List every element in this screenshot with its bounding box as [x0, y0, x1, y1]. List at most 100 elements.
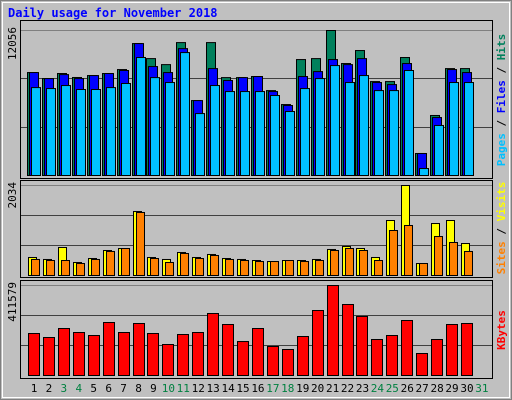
bar	[58, 328, 70, 377]
bar	[133, 323, 145, 377]
bar	[136, 57, 146, 176]
bar	[61, 85, 71, 176]
x-tick-label: 1	[31, 382, 38, 395]
x-tick-label: 11	[177, 382, 190, 395]
legend-entry: Hits	[495, 34, 508, 61]
bar	[330, 65, 340, 176]
bar	[165, 82, 175, 176]
x-tick-label: 16	[251, 382, 264, 395]
x-tick-label: 29	[445, 382, 458, 395]
bar	[371, 339, 383, 376]
x-tick-label: 10	[162, 382, 175, 395]
bar	[136, 211, 145, 276]
bar	[46, 88, 56, 176]
bar	[121, 248, 130, 276]
x-tick-label: 27	[416, 382, 429, 395]
bar	[285, 260, 294, 276]
bar	[91, 89, 101, 176]
bar	[449, 241, 458, 276]
bar	[446, 324, 458, 376]
y-tick-label: 2034	[6, 182, 19, 209]
bar	[300, 88, 310, 176]
bar	[195, 258, 204, 276]
legend-entry: Sites	[495, 241, 508, 274]
bar	[267, 346, 279, 377]
bar	[150, 258, 159, 276]
x-tick-label: 3	[61, 382, 68, 395]
x-tick-label: 21	[326, 382, 339, 395]
bar	[240, 260, 249, 276]
x-tick-label: 8	[135, 382, 142, 395]
bar	[315, 78, 325, 176]
x-tick-label: 5	[90, 382, 97, 395]
bar	[297, 336, 309, 376]
bar	[255, 261, 264, 277]
x-tick-label: 9	[150, 382, 157, 395]
x-tick-label: 6	[105, 382, 112, 395]
y-tick-label: 12056	[6, 27, 19, 60]
x-tick-label: 26	[401, 382, 414, 395]
chart-title: Daily usage for November 2018	[8, 6, 218, 20]
bar	[192, 332, 204, 377]
bar	[345, 248, 354, 276]
x-tick-label: 17	[266, 382, 279, 395]
bar	[76, 263, 85, 277]
bar	[88, 335, 100, 377]
x-tick-label: 25	[386, 382, 399, 395]
bar	[61, 260, 70, 276]
bar	[240, 91, 250, 176]
bar	[73, 332, 85, 377]
bar	[359, 75, 369, 176]
bar	[356, 316, 368, 377]
x-tick-label: 7	[120, 382, 127, 395]
bar	[162, 344, 174, 377]
y-tick-label: 411579	[6, 282, 19, 322]
bar	[195, 113, 205, 177]
bar	[327, 285, 339, 376]
bar	[106, 250, 115, 276]
bar	[401, 320, 413, 377]
legend: KBytes	[495, 310, 508, 350]
legend-separator: /	[495, 221, 508, 241]
legend-entry: KBytes	[495, 310, 508, 350]
x-tick-label: 22	[341, 382, 354, 395]
x-tick-label: 23	[356, 382, 369, 395]
bar	[285, 111, 295, 176]
bar	[300, 261, 309, 277]
bar	[207, 313, 219, 377]
bar	[419, 168, 429, 176]
bar	[43, 337, 55, 377]
bar	[147, 333, 159, 376]
bar	[330, 250, 339, 276]
bar	[150, 77, 160, 176]
bar	[180, 52, 190, 177]
bar	[28, 333, 40, 376]
x-tick-label: 20	[311, 382, 324, 395]
bar	[31, 87, 41, 176]
x-tick-label: 31	[475, 382, 488, 395]
legend-entry: Visits	[495, 182, 508, 222]
legend-entry: Pages	[495, 133, 508, 166]
x-tick-label: 24	[371, 382, 385, 395]
bar	[222, 324, 234, 376]
bar	[225, 258, 234, 276]
x-tick-label: 30	[460, 382, 473, 395]
bar	[359, 250, 368, 276]
bar	[461, 323, 473, 377]
bar	[180, 253, 189, 276]
bar	[342, 304, 354, 377]
bar	[31, 258, 40, 276]
bar	[118, 332, 130, 377]
bar	[419, 263, 428, 277]
bar	[282, 349, 294, 377]
x-tick-label: 12	[192, 382, 205, 395]
bar	[255, 91, 265, 176]
bar	[106, 87, 116, 176]
legend-separator: /	[495, 60, 508, 80]
legend: Pages / Files / Hits	[495, 34, 508, 167]
bar	[210, 255, 219, 276]
bar	[315, 260, 324, 276]
x-tick-label: 14	[221, 382, 235, 395]
